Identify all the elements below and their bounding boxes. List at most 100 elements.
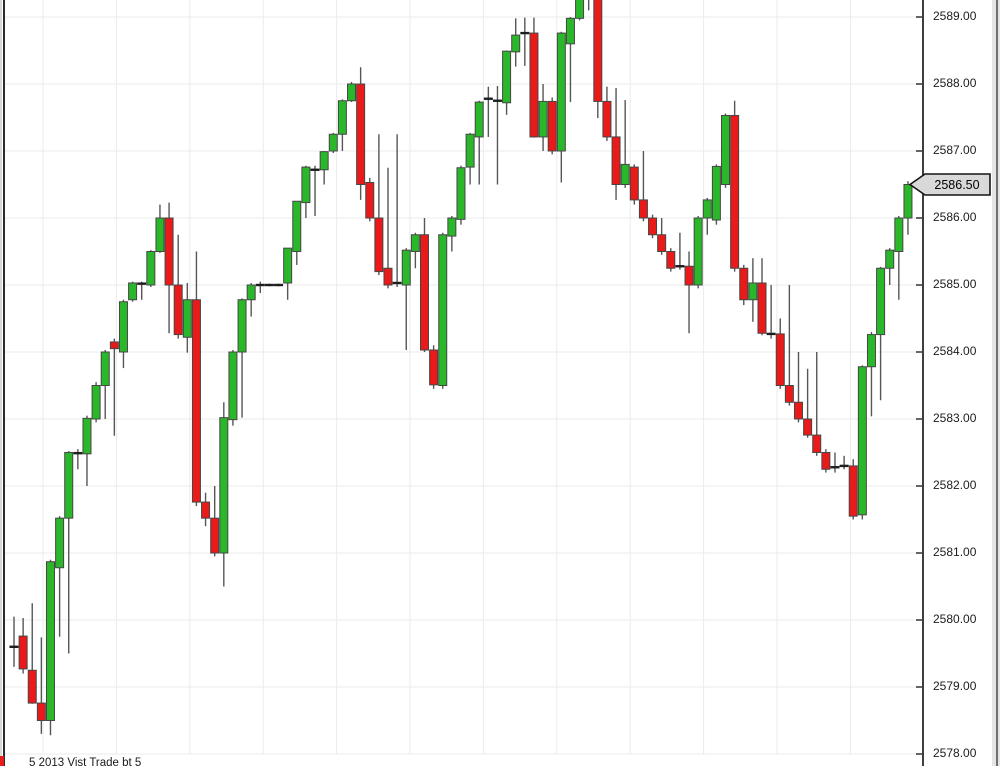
candle xyxy=(812,352,822,456)
candle xyxy=(410,232,420,269)
candle xyxy=(9,616,19,667)
candle xyxy=(648,214,658,239)
candle xyxy=(711,164,721,225)
last-price-value: 2586.50 xyxy=(934,178,979,192)
last-price-marker: 2586.50 xyxy=(908,173,991,196)
candle xyxy=(556,31,566,183)
candle xyxy=(210,486,220,557)
candle xyxy=(264,283,274,287)
candle xyxy=(255,281,265,294)
candle xyxy=(775,318,785,389)
price-axis[interactable]: 2589.00 2588.00 2587.00 2586.00 2585.00 2584.… xyxy=(922,0,994,766)
candle xyxy=(739,264,749,306)
candle xyxy=(793,352,803,423)
candle xyxy=(392,134,402,288)
candle xyxy=(876,266,886,401)
candle xyxy=(356,67,366,200)
candle xyxy=(830,452,840,473)
candle xyxy=(520,17,530,66)
candle xyxy=(529,17,539,138)
candle xyxy=(128,281,138,302)
candle xyxy=(721,113,731,188)
candle xyxy=(693,215,703,289)
candle xyxy=(219,402,229,587)
candle xyxy=(365,177,375,222)
candle xyxy=(903,181,913,235)
candle xyxy=(118,299,128,369)
candle xyxy=(447,215,457,252)
price-axis-label: 2586.00 xyxy=(933,210,977,224)
candle xyxy=(283,247,293,300)
candle xyxy=(821,449,831,473)
candle xyxy=(237,298,247,418)
candle xyxy=(383,167,393,289)
window-edge-line xyxy=(996,0,998,766)
candle xyxy=(784,285,794,406)
candle xyxy=(657,218,667,255)
candle xyxy=(292,200,302,265)
price-axis-label: 2581.00 xyxy=(933,545,977,559)
chart-left-border xyxy=(3,0,5,766)
candle xyxy=(173,234,183,339)
candle xyxy=(565,17,575,103)
corner-marker-icon xyxy=(0,756,4,766)
candle xyxy=(456,165,466,225)
candle xyxy=(848,459,858,520)
candle xyxy=(109,338,119,436)
candle xyxy=(885,248,895,285)
price-axis-label: 2585.00 xyxy=(933,277,977,291)
candle xyxy=(36,637,46,734)
candle xyxy=(328,132,338,154)
candle xyxy=(64,451,74,654)
price-tag-shape xyxy=(908,173,991,196)
candle xyxy=(164,202,174,334)
candle xyxy=(611,88,621,200)
candle xyxy=(483,86,493,137)
candle xyxy=(620,100,630,188)
candle xyxy=(45,559,55,736)
candle xyxy=(675,232,685,270)
price-axis-label: 2580.00 xyxy=(933,612,977,626)
candle xyxy=(337,99,347,151)
candle xyxy=(593,0,603,119)
candle xyxy=(492,86,502,185)
price-axis-label: 2578.00 xyxy=(933,746,977,760)
candle xyxy=(474,100,484,185)
candle xyxy=(310,165,320,216)
candle xyxy=(319,151,329,185)
price-axis-label: 2583.00 xyxy=(933,411,977,425)
candle xyxy=(301,165,311,218)
candle xyxy=(502,50,512,115)
candle xyxy=(274,283,284,287)
candle xyxy=(55,516,65,637)
candle xyxy=(866,331,876,417)
instrument-label: 5 2013 Vist Trade bt 5 xyxy=(29,757,142,769)
price-axis-label: 2582.00 xyxy=(933,478,977,492)
candle xyxy=(246,282,256,317)
candle xyxy=(757,258,767,336)
candle xyxy=(538,84,548,151)
candle xyxy=(155,204,165,253)
candle xyxy=(730,100,740,272)
candle xyxy=(374,134,384,275)
candle xyxy=(857,365,867,520)
candle xyxy=(201,492,211,527)
candle xyxy=(839,455,849,470)
candle xyxy=(511,18,521,67)
candle xyxy=(748,258,758,322)
left-edge-shadow xyxy=(0,0,2,766)
price-axis-label: 2589.00 xyxy=(933,9,977,23)
candle xyxy=(429,345,439,389)
price-axis-label: 2588.00 xyxy=(933,76,977,90)
candle xyxy=(419,218,429,352)
candle xyxy=(587,0,590,11)
chart-plot-area[interactable] xyxy=(0,0,922,766)
candle xyxy=(547,97,557,155)
price-axis-label: 2587.00 xyxy=(933,143,977,157)
candle xyxy=(182,282,192,353)
candle xyxy=(438,232,448,389)
candle xyxy=(191,251,201,507)
candle xyxy=(347,81,357,103)
candle xyxy=(666,248,676,272)
candle xyxy=(629,164,639,205)
